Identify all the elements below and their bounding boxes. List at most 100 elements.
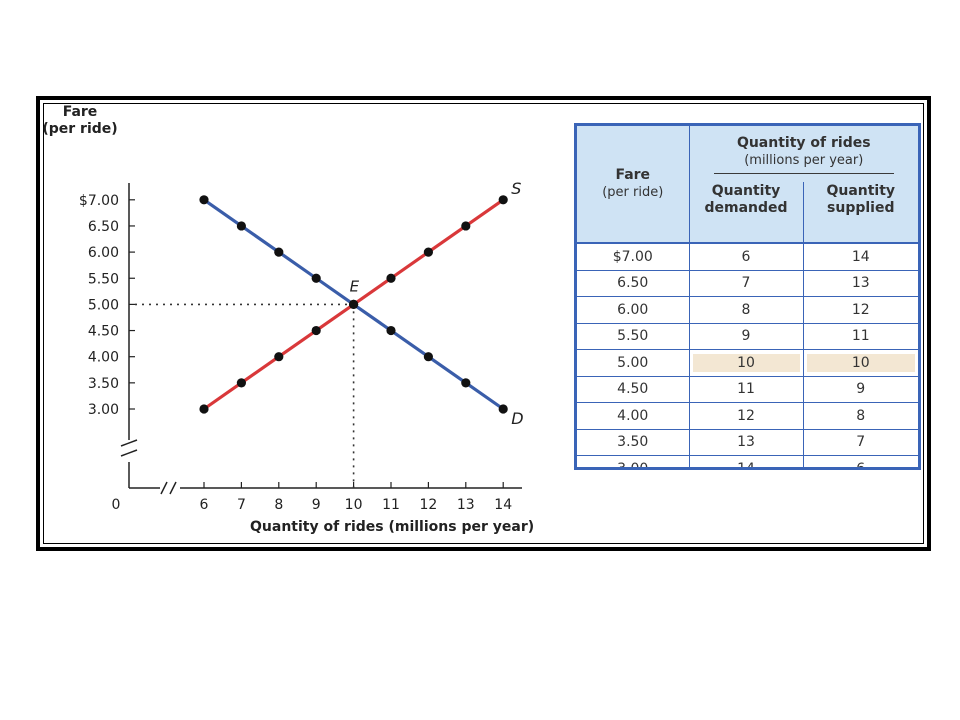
y-axis-title-line2: (per ride) <box>42 121 118 137</box>
data-point-D <box>311 273 321 283</box>
y-tick-label: 3.00 <box>88 402 119 418</box>
y-tick-label: 6.00 <box>88 245 119 261</box>
x-tick-label: 8 <box>274 497 283 513</box>
x-axis-break-mark <box>160 481 168 495</box>
fare-cell: 3.00 <box>577 455 689 467</box>
equilibrium-highlight: 10 <box>692 353 800 372</box>
quantity-supplied-cell: 9 <box>802 375 918 403</box>
data-point-S <box>386 273 396 283</box>
fare-cell: 5.00 <box>577 349 689 376</box>
quantity-demanded-cell: 12 <box>688 402 803 429</box>
x-tick-label: 10 <box>345 497 363 513</box>
quantity-demanded-cell: 9 <box>688 322 803 350</box>
y-tick-label: 3.50 <box>88 376 119 392</box>
data-point-S <box>461 221 471 231</box>
table-row: 5.00 10 10 <box>577 349 918 376</box>
table-row: 4.50 11 9 <box>577 375 918 403</box>
fare-quantity-table: Fare (per ride) Quantity of rides (milli… <box>574 123 921 470</box>
table-row: 3.50 13 7 <box>577 428 918 456</box>
quantity-demanded-cell: 11 <box>688 375 803 403</box>
supplied-header-line1: Quantity <box>826 183 896 199</box>
quantity-supplied-cell: 7 <box>802 428 918 456</box>
quantity-demanded-cell: 10 <box>688 349 803 376</box>
y-axis-title-line1: Fare <box>62 104 98 120</box>
supplied-header-line2: supplied <box>827 200 895 216</box>
data-point-S <box>199 404 209 414</box>
fare-cell: $7.00 <box>612 248 653 265</box>
demand-curve-label: D <box>511 409 523 428</box>
x-tick-label: 9 <box>312 497 321 513</box>
fare-cell: 4.00 <box>577 402 689 429</box>
quantity-supplied-cell: 8 <box>802 402 918 429</box>
x-origin-label: 0 <box>112 497 121 513</box>
y-axis-break-mark <box>120 439 138 447</box>
quantity-group-header: Quantity of rides (millions per year) <box>689 126 918 182</box>
data-point-D <box>274 247 284 257</box>
quantity-demanded-cell: 6 <box>688 243 803 270</box>
data-point-D <box>386 325 396 336</box>
demanded-header-line1: Quantity <box>711 183 781 199</box>
quantity-supplied-cell: 11 <box>802 322 918 350</box>
x-axis-break-mark <box>169 481 177 495</box>
fare-header-title: Fare <box>615 167 651 183</box>
fare-cell: 6.50 <box>577 269 689 297</box>
quantity-demanded-cell: 8 <box>688 296 803 323</box>
table-row: 6.00 8 12 <box>577 296 918 323</box>
x-tick-label: 6 <box>200 497 209 513</box>
equilibrium-highlight: 10 <box>806 353 915 372</box>
x-tick-label: 14 <box>494 497 512 513</box>
quantity-supplied-cell: 12 <box>802 296 918 323</box>
y-axis-title: Fare (per ride) <box>42 104 118 138</box>
table-row: 3.00 14 6 <box>577 455 918 467</box>
x-tick-label: 12 <box>419 497 437 513</box>
quantity-supplied-header: Quantity supplied <box>803 182 918 244</box>
x-tick-label: 13 <box>457 497 475 513</box>
table-row: 5.50 9 11 <box>577 322 918 350</box>
data-point-S <box>498 195 508 205</box>
quantity-demanded-header: Quantity demanded <box>689 182 804 244</box>
y-axis-break-mark <box>120 449 138 457</box>
table-row: $7.00 6 14 <box>577 243 918 270</box>
y-tick-label: 5.50 <box>88 271 119 287</box>
data-point-S <box>423 247 433 257</box>
demanded-header-line2: demanded <box>704 200 788 216</box>
quantity-supplied-cell: 6 <box>802 455 918 467</box>
equilibrium-label: E <box>350 277 360 295</box>
fare-cell: 5.50 <box>577 322 689 350</box>
fare-column-header: Fare (per ride) <box>577 126 690 244</box>
table-row: 4.00 12 8 <box>577 402 918 429</box>
quantity-supplied-cell: 14 <box>802 243 918 270</box>
quantity-demanded-cell: 14 <box>688 455 803 467</box>
y-tick-label: 4.00 <box>88 350 119 366</box>
data-point-S <box>349 299 359 309</box>
y-tick-label: 5.00 <box>88 297 119 313</box>
quantity-group-subtitle: (millions per year) <box>744 153 864 168</box>
x-tick-label: 7 <box>237 497 246 513</box>
x-tick-label: 11 <box>382 497 400 513</box>
data-point-S <box>236 378 246 388</box>
fare-cell: 3.50 <box>577 428 689 456</box>
y-tick-label: $7.00 <box>79 193 119 209</box>
y-tick-label: 4.50 <box>88 324 119 340</box>
quantity-group-title: Quantity of rides <box>736 135 871 151</box>
schedule-table: Fare (per ride) Quantity of rides (milli… <box>577 126 918 467</box>
data-point-S <box>274 352 284 362</box>
fare-cell: 4.50 <box>577 375 689 403</box>
data-point-D <box>236 221 246 231</box>
supply-curve-label: S <box>511 179 521 198</box>
data-point-S <box>311 325 321 336</box>
data-point-D <box>199 195 209 205</box>
group-header-rule <box>713 173 894 174</box>
data-point-D <box>461 378 471 388</box>
quantity-supplied-cell: 13 <box>802 269 918 297</box>
data-point-D <box>498 404 508 414</box>
fare-cell: 6.00 <box>577 296 689 323</box>
figure-inner-border <box>43 103 924 544</box>
fare-header-sub: (per ride) <box>602 185 664 200</box>
x-axis-title: Quantity of rides (millions per year) <box>250 519 535 535</box>
table-body: $7.00 6 14 6.50 7 13 6.00 8 12 5.50 9 11 5.00 10 10 4.5… <box>577 243 918 467</box>
quantity-demanded-cell: 13 <box>688 428 803 456</box>
data-point-D <box>423 352 433 362</box>
table-row: 6.50 7 13 <box>577 269 918 297</box>
